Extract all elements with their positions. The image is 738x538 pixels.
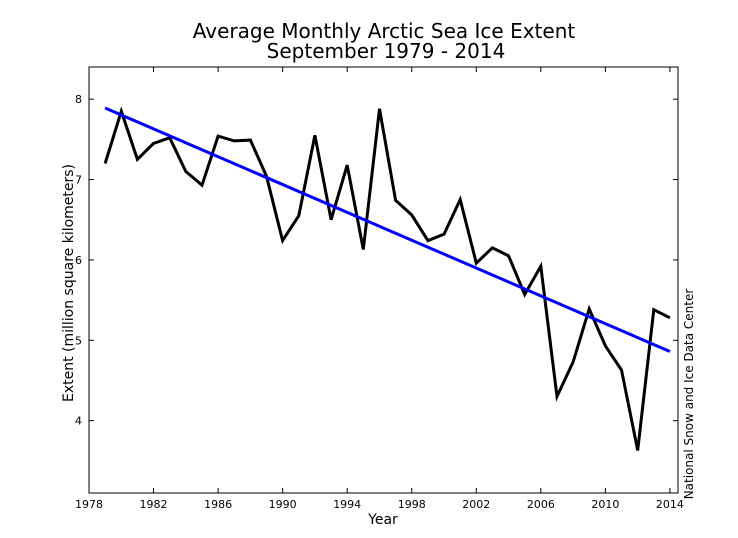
x-tick-label: 1990 (269, 498, 297, 511)
y-tick-label: 6 (75, 254, 82, 267)
y-tick-label: 5 (75, 334, 82, 347)
x-axis-label: Year (367, 512, 398, 528)
plot-frame (88, 66, 679, 494)
y-tick-label: 8 (75, 93, 82, 106)
x-tick-label: 2002 (462, 498, 490, 511)
x-axis: 1978 1982 1986 1990 1994 1998 2002 2006 2010 2014 (75, 67, 684, 511)
x-tick-label: 2010 (591, 498, 619, 511)
x-tick-label: 2014 (656, 498, 684, 511)
y-tick-label: 7 (75, 174, 82, 187)
x-tick-label: 2006 (527, 498, 555, 511)
y-axis-label: Extent (million square kilometers) (61, 164, 77, 402)
x-tick-label: 1994 (333, 498, 361, 511)
x-tick-label: 1998 (398, 498, 426, 511)
credit-label: National Snow and Ice Data Center (682, 289, 696, 500)
x-tick-label: 1986 (204, 498, 232, 511)
trend-line (104, 106, 671, 353)
series-layer (103, 106, 671, 451)
x-tick-label: 1978 (75, 498, 103, 511)
chart-subtitle: September 1979 - 2014 (267, 39, 506, 63)
chart-title: Average Monthly Arctic Sea Ice Extent (193, 19, 576, 43)
extent-line (103, 106, 671, 451)
y-axis: 4 5 6 7 8 (75, 93, 678, 428)
y-tick-label: 4 (75, 415, 82, 428)
x-tick-label: 1982 (140, 498, 168, 511)
